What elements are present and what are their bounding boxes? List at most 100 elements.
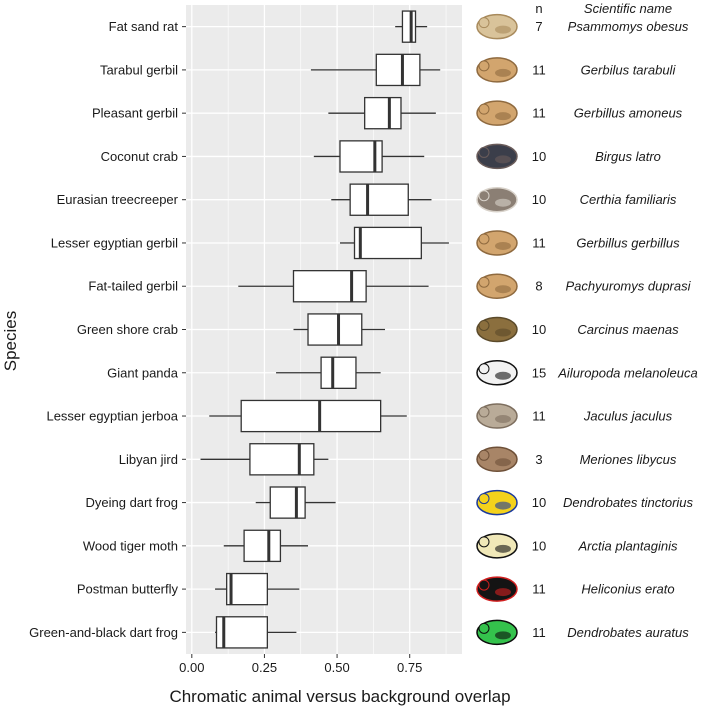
scientific-name: Meriones libycus (580, 452, 677, 467)
gerbil-photo-icon (476, 230, 518, 256)
iqr-box (349, 183, 409, 216)
coconut-crab-photo-icon (476, 143, 518, 170)
gerbil-photo-icon (476, 273, 518, 299)
icon-head (478, 146, 490, 158)
treecreeper-photo-icon (476, 186, 518, 213)
y-axis: Fat sand rat Tarabul gerbil Pleasant gerbi… (29, 19, 186, 640)
icon-head (478, 622, 490, 634)
icon-head (478, 320, 490, 331)
species-label: Postman butterfly (77, 582, 179, 597)
species-label: Lesser egyptian gerbil (51, 235, 178, 250)
species-label: Fat-tailed gerbil (88, 279, 178, 294)
iqr-box (401, 10, 417, 43)
icon-head (478, 536, 490, 548)
icon-marking (495, 328, 511, 337)
species-label: Libyan jird (119, 452, 178, 467)
iqr-box (226, 572, 268, 606)
n-value: 15 (532, 365, 546, 380)
icon-head (478, 60, 490, 72)
iqr-box (364, 96, 402, 130)
icon-marking (495, 68, 511, 77)
n-value: 10 (532, 495, 546, 510)
icon-marking (495, 112, 511, 121)
postman-butterfly-photo-icon (476, 576, 518, 602)
sand-rat-photo-icon (476, 13, 518, 40)
species-label: Wood tiger moth (83, 538, 178, 553)
scientific-name: Gerbilus tarabuli (581, 62, 677, 77)
species-label: Coconut crab (101, 149, 178, 164)
icon-marking (495, 155, 511, 164)
panda-photo-icon (476, 360, 518, 386)
scientific-name: Jaculus jaculus (583, 409, 673, 424)
scientific-name: Arctia plantaginis (578, 538, 678, 553)
n-value: 11 (532, 582, 546, 597)
x-axis: 0.00 0.25 0.50 0.75 (179, 654, 422, 675)
dyeing-dart-frog-photo-icon (476, 489, 518, 516)
gerbil-photo-icon (476, 100, 518, 126)
iqr-box (243, 529, 282, 563)
iqr-box (269, 486, 306, 519)
tiger-moth-photo-icon (476, 533, 518, 559)
n-value: 8 (535, 279, 542, 294)
icon-marking (495, 544, 511, 553)
scientific-name: Birgus latro (595, 149, 661, 164)
icon-head (478, 190, 490, 202)
species-label: Eurasian treecreeper (57, 192, 179, 207)
n-value: 11 (532, 625, 546, 640)
shore-crab-photo-icon (476, 316, 518, 343)
x-axis-title: Chromatic animal versus background overl… (169, 687, 510, 706)
species-label: Green shore crab (77, 322, 178, 337)
icon-head (478, 493, 490, 505)
scientific-name: Certhia familiaris (580, 192, 677, 207)
icon-head (478, 233, 490, 245)
scientific-name: Pachyuromys duprasi (566, 279, 692, 294)
iqr-box (353, 226, 422, 260)
icon-marking (495, 501, 511, 510)
iqr-box (292, 270, 367, 303)
iqr-box (375, 53, 421, 87)
n-value: 11 (532, 409, 546, 424)
n-value: 10 (532, 538, 546, 553)
x-tick-label: 0.00 (179, 660, 204, 675)
green-black-dart-frog-photo-icon (476, 619, 518, 646)
n-value: 11 (532, 62, 546, 77)
scientific-name-column: Psammomys obesus Gerbilus tarabuli Gerbill… (557, 19, 697, 640)
icon-head (478, 103, 490, 115)
scientific-name: Ailuropoda melanoleuca (557, 365, 697, 380)
species-label: Giant panda (107, 365, 179, 380)
species-icons (476, 13, 518, 646)
y-axis-title: Species (1, 311, 20, 371)
icon-marking (495, 588, 511, 597)
scientific-name: Dendrobates tinctorius (563, 495, 694, 510)
iqr-box (320, 356, 357, 389)
iqr-box (249, 443, 315, 476)
scientific-name: Gerbillus gerbillus (576, 235, 680, 250)
icon-marking (495, 25, 511, 34)
n-column-header: n (535, 1, 542, 16)
icon-head (478, 276, 490, 288)
icon-head (478, 363, 490, 375)
species-label: Green-and-black dart frog (29, 625, 178, 640)
scientific-name: Gerbillus amoneus (574, 106, 683, 121)
iqr-box (307, 313, 363, 346)
species-label: Pleasant gerbil (92, 106, 178, 121)
n-value: 7 (535, 19, 542, 34)
scientific-name: Psammomys obesus (568, 19, 689, 34)
n-column: 7 11 11 10 10 11 8 10 15 11 3 10 10 11 11 (532, 19, 546, 640)
n-value: 10 (532, 149, 546, 164)
icon-marking (495, 631, 511, 640)
icon-head (478, 406, 490, 418)
boxes-layer (200, 10, 449, 649)
species-label: Dyeing dart frog (86, 495, 179, 510)
scientific-name: Carcinus maenas (577, 322, 679, 337)
icon-head (478, 579, 490, 591)
gerbil-photo-icon (476, 57, 518, 83)
jerboa-photo-icon (476, 403, 518, 429)
species-label: Fat sand rat (109, 19, 179, 34)
n-value: 10 (532, 322, 546, 337)
x-tick-label: 0.75 (397, 660, 422, 675)
x-tick-label: 0.25 (252, 660, 277, 675)
n-value: 11 (532, 106, 546, 121)
species-label: Tarabul gerbil (100, 62, 178, 77)
